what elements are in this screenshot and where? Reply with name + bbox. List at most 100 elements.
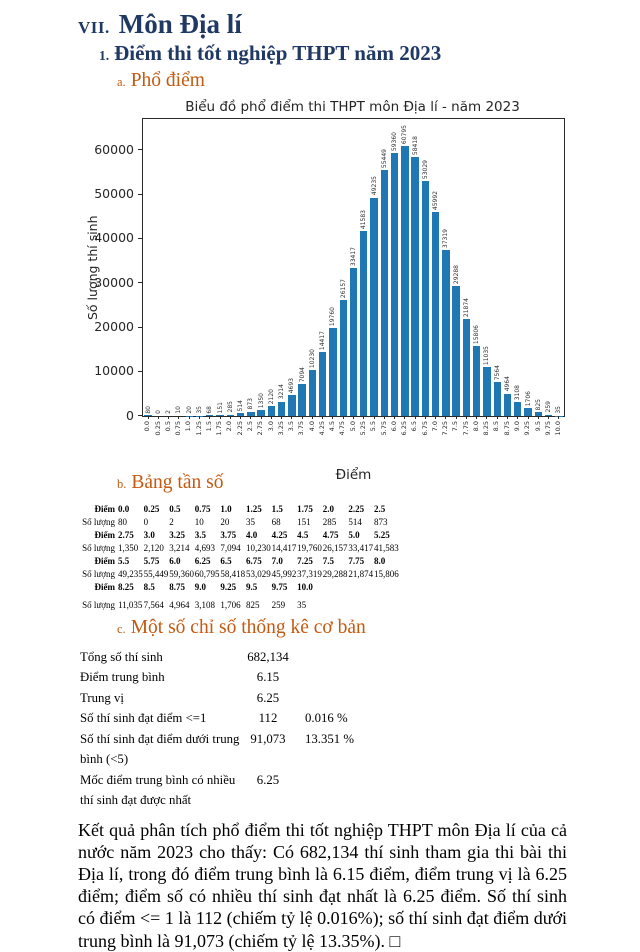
stat-label-line: thí sinh đạt được nhất	[80, 790, 243, 811]
x-tick-label: 4.5	[329, 421, 336, 431]
x-tick-label: 9.5	[535, 421, 542, 431]
row-label: Số lượng	[82, 599, 118, 612]
page-title: VII.Môn Địa lí	[78, 9, 640, 39]
bar	[463, 319, 470, 416]
stat-value: 6.25	[243, 770, 293, 791]
x-tick-label: 3.0	[268, 421, 275, 431]
stat-value: 682,134	[243, 647, 293, 668]
x-tick-mark	[189, 416, 190, 419]
bar-value-label: 2120	[268, 389, 275, 404]
x-tick-mark	[486, 416, 487, 419]
x-tick-mark	[456, 416, 457, 419]
x-tick-mark	[250, 416, 251, 419]
table-cell: 2,120	[144, 542, 170, 555]
x-tick-label: 6.5	[411, 421, 418, 431]
x-tick-mark	[384, 416, 385, 419]
x-tick-mark	[425, 416, 426, 419]
table-cell: 6.75	[246, 555, 272, 568]
table-cell: 825	[246, 599, 272, 612]
bar-value-label: 285	[227, 401, 234, 412]
x-tick-label: 9.0	[514, 421, 521, 431]
bar-value-label: 20	[186, 406, 193, 414]
bar	[401, 146, 408, 415]
bar	[432, 212, 439, 416]
stat-percent: 13.351 %	[305, 729, 354, 750]
bar-value-label: 10	[175, 406, 182, 414]
table-cell: 7,564	[144, 599, 170, 612]
bar	[524, 408, 531, 416]
table-cell: 59,360	[169, 568, 195, 581]
table-cell: 35	[297, 599, 323, 612]
bar-value-label: 15806	[473, 325, 480, 344]
bar	[288, 395, 295, 416]
row-label: Số lượng	[82, 516, 118, 529]
x-tick-label: 6.0	[391, 421, 398, 431]
y-tick-mark	[138, 415, 142, 416]
x-tick-label: 1.75	[216, 421, 223, 435]
table-cell: 45,992	[272, 568, 298, 581]
table-cell: 3,108	[195, 599, 221, 612]
table-cell: 10,230	[246, 542, 272, 555]
y-tick-mark	[138, 371, 142, 372]
x-tick-mark	[178, 416, 179, 419]
table-cell: 4.25	[272, 529, 298, 542]
x-tick-label: 7.75	[463, 421, 470, 435]
table-cell: 80	[118, 516, 144, 529]
table-cell: 9.75	[272, 581, 298, 594]
x-tick-label: 0.5	[165, 421, 172, 431]
row-label: Số lượng	[82, 542, 118, 555]
table-cell: 68	[272, 516, 298, 529]
x-tick-label: 5.0	[350, 421, 357, 431]
stat-percent: 0.016 %	[305, 708, 348, 729]
stat-value: 91,073	[243, 729, 293, 750]
table-cell: 4.5	[297, 529, 323, 542]
bar	[340, 300, 347, 416]
y-tick-label: 40000	[94, 230, 134, 245]
chart-title: Biểu đồ phổ điểm thi THPT môn Địa lí - n…	[142, 99, 563, 115]
bar	[370, 198, 377, 416]
stat-label-line: Số thí sinh đạt điểm dưới trung	[80, 732, 239, 746]
table-cell: 1.5	[272, 503, 298, 516]
x-tick-label: 6.75	[422, 421, 429, 435]
stat-label: Tổng số thí sinh	[80, 647, 243, 668]
x-tick-mark	[230, 416, 231, 419]
x-tick-mark	[281, 416, 282, 419]
table-cell: 1.0	[220, 503, 246, 516]
bar	[504, 394, 511, 416]
x-tick-label: 10.0	[555, 421, 562, 435]
table-cell: 21,874	[348, 568, 374, 581]
table-cell: 6.0	[169, 555, 195, 568]
y-tick-label: 0	[126, 408, 134, 423]
bar-value-label: 4693	[288, 378, 295, 393]
stat-label: Trung vị	[80, 688, 243, 709]
x-tick-label: 4.25	[319, 421, 326, 435]
section-c-text: Một số chỉ số thống kê cơ bản	[131, 617, 366, 638]
x-tick-mark	[497, 416, 498, 419]
table-cell: 0.25	[144, 503, 170, 516]
x-tick-label: 2.0	[226, 421, 233, 431]
x-tick-mark	[322, 416, 323, 419]
x-tick-label: 1.0	[185, 421, 192, 431]
x-tick-label: 4.75	[339, 421, 346, 435]
bar-value-label: 7094	[299, 367, 306, 382]
table-cell: 26,157	[323, 542, 349, 555]
x-tick-label: 2.5	[247, 421, 254, 431]
x-tick-mark	[199, 416, 200, 419]
x-tick-mark	[445, 416, 446, 419]
table-cell: 4.75	[323, 529, 349, 542]
x-tick-label: 0.0	[144, 421, 151, 431]
table-cell: 5.75	[144, 555, 170, 568]
table-cell: 11,035	[118, 599, 144, 612]
table-cell: 9.5	[246, 581, 272, 594]
x-tick-mark	[394, 416, 395, 419]
x-tick-mark	[343, 416, 344, 419]
bar-value-label: 41583	[360, 210, 367, 229]
subsection-title: 1.Điểm thi tốt nghiệp THPT năm 2023	[99, 42, 640, 65]
stat-label-line: Mốc điểm trung bình có nhiều	[80, 773, 235, 787]
